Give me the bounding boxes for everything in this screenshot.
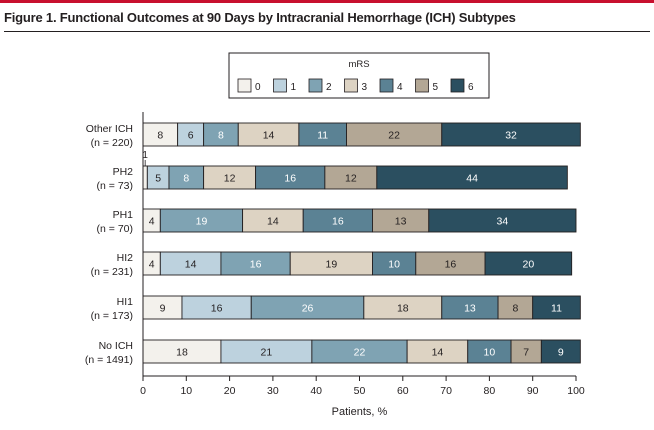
bar-value-label: 8 bbox=[157, 129, 163, 141]
bar-value-label: 8 bbox=[183, 172, 189, 184]
bar-value-label: 16 bbox=[284, 172, 296, 184]
legend-label-3: 3 bbox=[362, 82, 368, 93]
bar-value-label: 11 bbox=[551, 302, 562, 314]
bar-segment bbox=[428, 208, 577, 233]
bar-segment bbox=[540, 339, 581, 364]
x-tick-label: 90 bbox=[527, 385, 539, 397]
bar-value-label: 9 bbox=[160, 302, 166, 314]
legend-swatch-0 bbox=[237, 78, 252, 93]
bar-value-label: 16 bbox=[332, 215, 344, 227]
category-label: HI2 bbox=[117, 252, 134, 264]
legend-label-6: 6 bbox=[468, 82, 474, 93]
bar-value-label: 18 bbox=[176, 346, 188, 358]
legend-label-5: 5 bbox=[433, 82, 439, 93]
figure-title-rule bbox=[4, 31, 650, 32]
bar-segment bbox=[376, 165, 568, 190]
bar-value-label: 19 bbox=[196, 215, 208, 227]
x-tick-label: 50 bbox=[354, 385, 366, 397]
figure-title: Figure 1. Functional Outcomes at 90 Days… bbox=[4, 10, 516, 25]
bar-value-label: 44 bbox=[466, 172, 478, 184]
legend-swatch-3 bbox=[344, 78, 358, 93]
bar-value-label: 20 bbox=[523, 258, 535, 270]
category-n-label: (n = 1491) bbox=[85, 354, 133, 366]
bar-value-label: 9 bbox=[558, 346, 564, 358]
x-axis-label: Patients, % bbox=[332, 406, 388, 418]
bar-value-label: 13 bbox=[395, 215, 407, 227]
category-label: PH1 bbox=[113, 209, 134, 221]
x-tick-label: 100 bbox=[567, 385, 585, 397]
bar-value-label: 34 bbox=[497, 215, 509, 227]
legend-box bbox=[228, 52, 490, 99]
legend-label-1: 1 bbox=[291, 82, 297, 93]
category-label: HI1 bbox=[117, 296, 134, 308]
category-n-label: (n = 70) bbox=[97, 223, 133, 235]
bar-value-label: 12 bbox=[224, 172, 236, 184]
bar-value-label: 7 bbox=[523, 346, 529, 358]
bar-value-label: 1 bbox=[142, 150, 148, 161]
legend-label-4: 4 bbox=[397, 82, 403, 93]
legend-title: mRS bbox=[348, 59, 369, 70]
category-n-label: (n = 173) bbox=[91, 310, 133, 322]
bar-value-label: 10 bbox=[484, 346, 496, 358]
bar-value-label: 6 bbox=[188, 129, 194, 141]
bar-value-label: 14 bbox=[185, 258, 197, 270]
bar-value-label: 14 bbox=[267, 215, 279, 227]
bar-value-label: 19 bbox=[326, 258, 338, 270]
bar-segment bbox=[142, 165, 148, 190]
bar-segment bbox=[484, 251, 573, 276]
bar-value-label: 14 bbox=[263, 129, 275, 141]
legend-swatch-6 bbox=[450, 78, 465, 93]
legend-label-0: 0 bbox=[255, 82, 261, 93]
x-tick-label: 0 bbox=[140, 385, 146, 397]
bar-value-label: 26 bbox=[302, 302, 314, 314]
bar-value-label: 18 bbox=[397, 302, 409, 314]
bar-value-label: 22 bbox=[354, 346, 366, 358]
legend-label-2: 2 bbox=[326, 82, 332, 93]
bar-value-label: 8 bbox=[218, 129, 224, 141]
bar-value-label: 21 bbox=[261, 346, 273, 358]
bar-value-label: 13 bbox=[464, 302, 476, 314]
bar-value-label: 10 bbox=[388, 258, 400, 270]
category-label: No ICH bbox=[99, 340, 133, 352]
category-label: Other ICH bbox=[86, 123, 133, 135]
x-tick-label: 70 bbox=[440, 385, 452, 397]
bar-segment bbox=[532, 295, 581, 320]
bar-value-label: 32 bbox=[505, 129, 517, 141]
bar-value-label: 8 bbox=[512, 302, 518, 314]
x-tick-label: 30 bbox=[267, 385, 279, 397]
bar-value-label: 16 bbox=[250, 258, 262, 270]
x-tick-label: 60 bbox=[397, 385, 409, 397]
category-n-label: (n = 73) bbox=[97, 180, 133, 192]
bar-segment bbox=[441, 122, 581, 147]
bar-value-label: 22 bbox=[388, 129, 400, 141]
bar-value-label: 12 bbox=[345, 172, 357, 184]
category-n-label: (n = 231) bbox=[91, 266, 133, 278]
x-tick-label: 80 bbox=[484, 385, 496, 397]
figure-accent-bar bbox=[0, 0, 654, 3]
bar-value-label: 4 bbox=[149, 258, 155, 270]
bar-value-label: 11 bbox=[317, 129, 328, 141]
bar-value-label: 14 bbox=[432, 346, 444, 358]
x-tick-label: 20 bbox=[224, 385, 236, 397]
legend-swatch-2 bbox=[308, 78, 323, 93]
bar-value-label: 5 bbox=[155, 172, 161, 184]
category-label: PH2 bbox=[113, 166, 134, 178]
bar-value-label: 16 bbox=[445, 258, 457, 270]
legend-swatch-1 bbox=[273, 78, 287, 93]
legend-swatch-4 bbox=[379, 78, 394, 93]
bar-value-label: 4 bbox=[149, 215, 155, 227]
legend-swatch-5 bbox=[415, 78, 429, 93]
x-tick-label: 40 bbox=[310, 385, 322, 397]
bar-value-label: 16 bbox=[211, 302, 223, 314]
x-tick-label: 10 bbox=[180, 385, 192, 397]
category-n-label: (n = 220) bbox=[91, 137, 133, 149]
